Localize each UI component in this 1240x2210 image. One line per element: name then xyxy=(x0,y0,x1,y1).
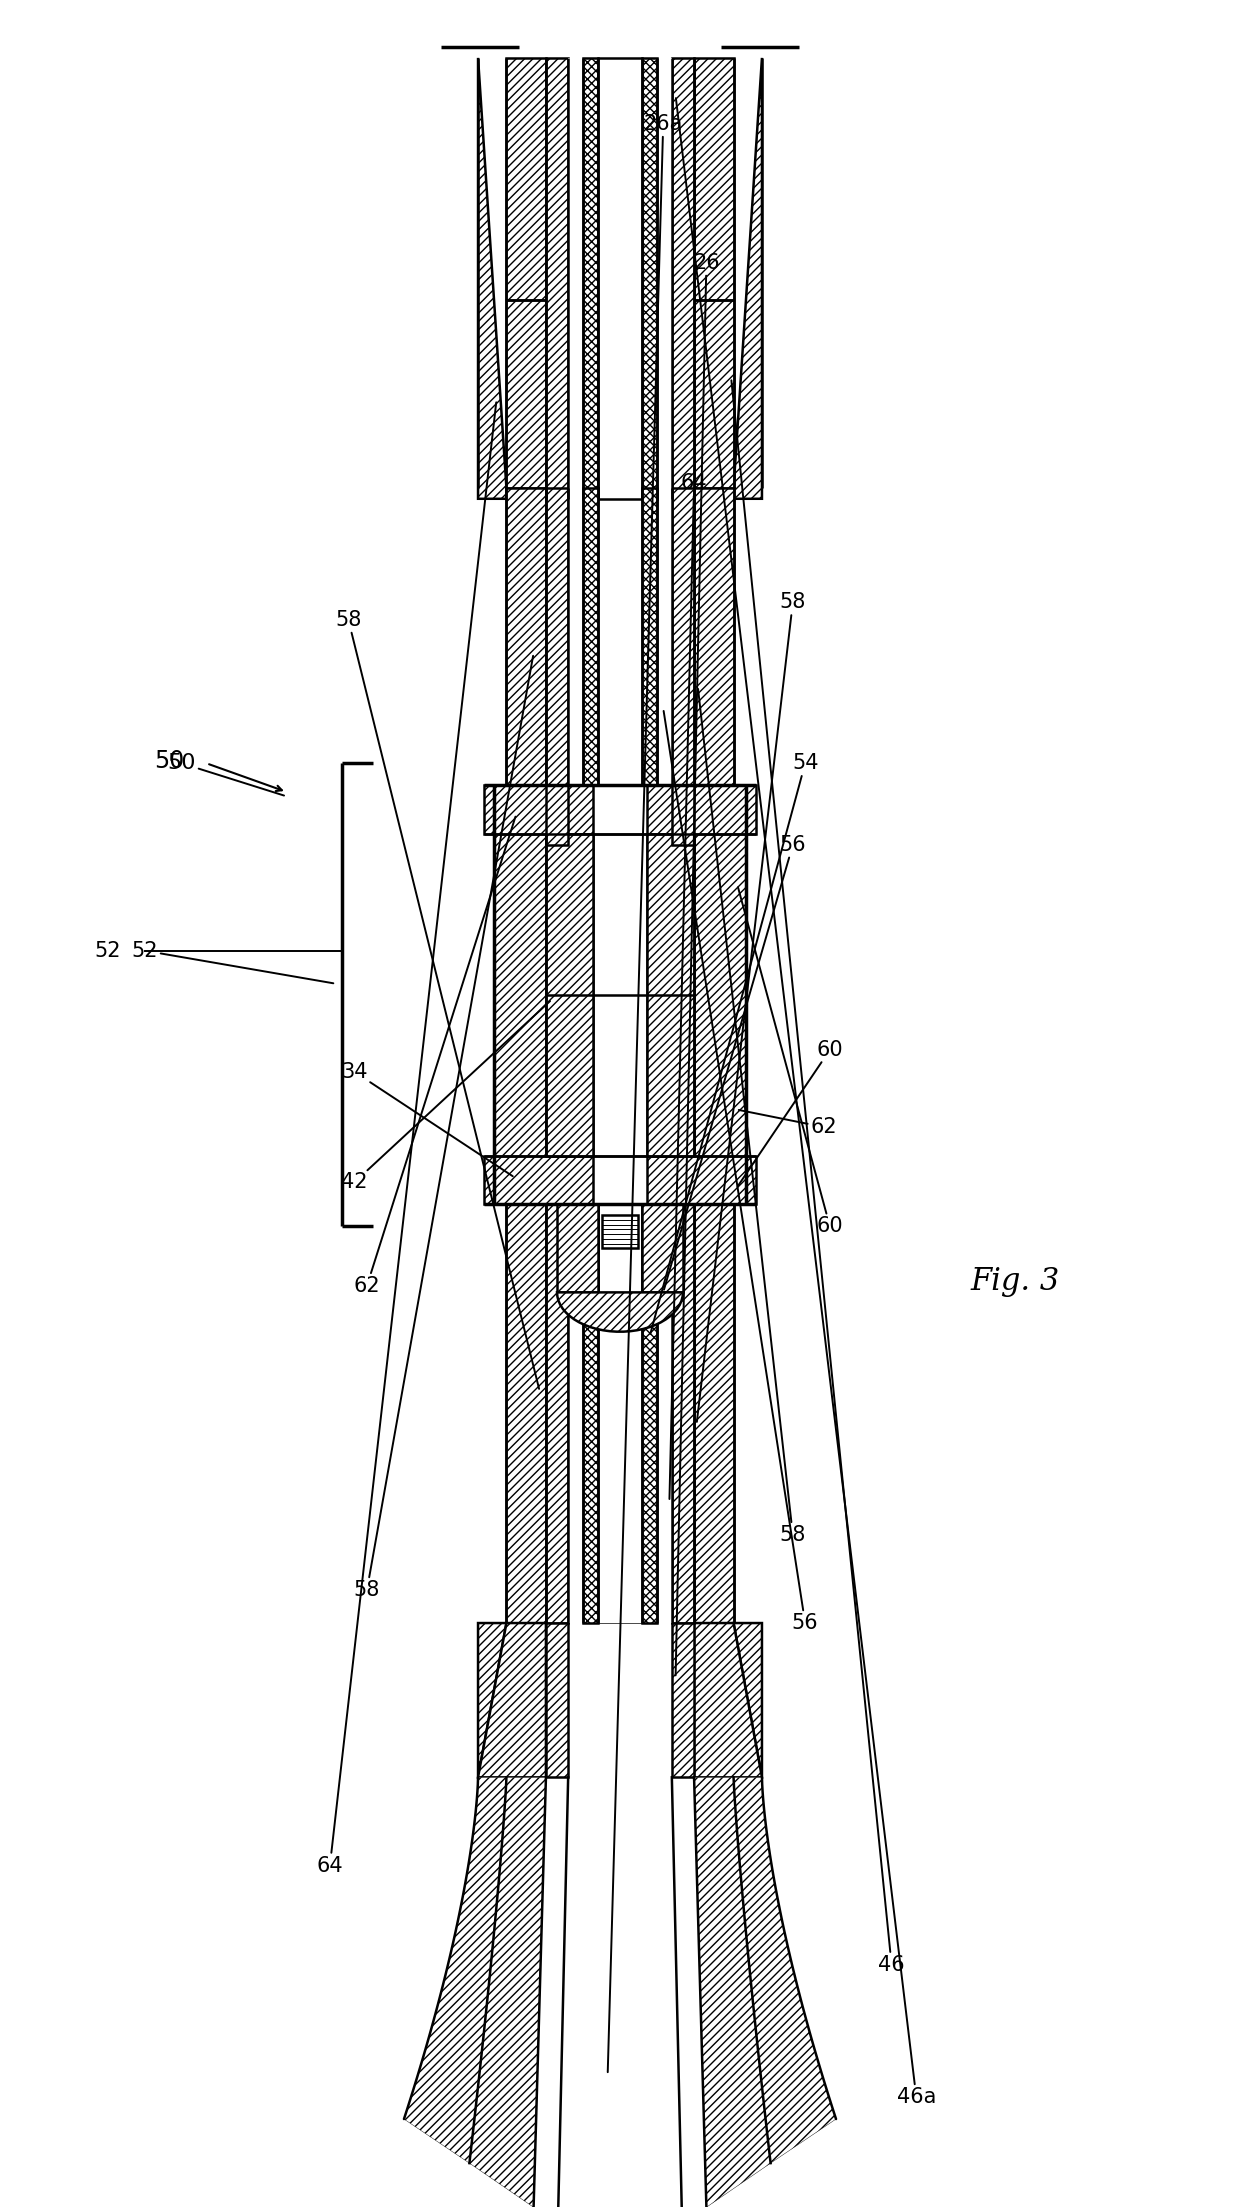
Polygon shape xyxy=(647,1156,756,1204)
Text: 52: 52 xyxy=(131,941,334,983)
Polygon shape xyxy=(583,1204,598,1622)
Text: 56: 56 xyxy=(663,835,806,1291)
Polygon shape xyxy=(672,57,694,499)
Polygon shape xyxy=(546,488,568,785)
Polygon shape xyxy=(506,1204,546,1622)
Text: 56: 56 xyxy=(663,712,818,1633)
Polygon shape xyxy=(494,785,546,1204)
Text: 52: 52 xyxy=(94,941,122,961)
Polygon shape xyxy=(694,785,746,1204)
Polygon shape xyxy=(484,1156,593,1204)
Polygon shape xyxy=(694,57,734,488)
Text: 58: 58 xyxy=(698,690,806,1545)
Polygon shape xyxy=(484,785,593,833)
Polygon shape xyxy=(598,1204,642,1622)
Text: 60: 60 xyxy=(738,1041,843,1187)
Polygon shape xyxy=(694,1622,761,1777)
Text: 26a: 26a xyxy=(608,115,683,2073)
Polygon shape xyxy=(642,1204,683,1293)
Polygon shape xyxy=(672,1204,694,1622)
Polygon shape xyxy=(734,1622,761,1777)
Polygon shape xyxy=(694,1204,734,1622)
Polygon shape xyxy=(470,1777,546,2208)
Text: 62: 62 xyxy=(739,1109,837,1136)
Polygon shape xyxy=(583,488,598,785)
Text: 58: 58 xyxy=(697,592,806,1421)
Polygon shape xyxy=(593,833,647,1156)
Polygon shape xyxy=(598,488,642,785)
Polygon shape xyxy=(647,833,694,1156)
Text: 62: 62 xyxy=(353,818,516,1295)
Polygon shape xyxy=(672,488,694,785)
Text: 60: 60 xyxy=(738,886,843,1235)
Polygon shape xyxy=(479,1622,546,1777)
Polygon shape xyxy=(672,1622,694,1777)
Polygon shape xyxy=(404,1777,506,2164)
Polygon shape xyxy=(672,785,694,844)
Text: 58: 58 xyxy=(335,610,539,1388)
Polygon shape xyxy=(583,57,598,499)
Polygon shape xyxy=(734,57,761,499)
Polygon shape xyxy=(557,1204,598,1293)
Polygon shape xyxy=(642,57,657,499)
Polygon shape xyxy=(568,488,672,785)
Text: Fig. 3: Fig. 3 xyxy=(971,1266,1060,1297)
Text: 50: 50 xyxy=(167,754,284,796)
Text: 64: 64 xyxy=(670,473,707,1498)
Polygon shape xyxy=(557,1293,683,1333)
Text: 58: 58 xyxy=(353,656,533,1600)
Polygon shape xyxy=(506,488,546,785)
Text: 42: 42 xyxy=(341,1001,551,1191)
Polygon shape xyxy=(694,488,734,785)
Text: 50: 50 xyxy=(154,749,185,774)
Polygon shape xyxy=(546,57,694,488)
Polygon shape xyxy=(546,785,568,844)
Polygon shape xyxy=(568,1204,672,1622)
Polygon shape xyxy=(647,785,756,833)
Polygon shape xyxy=(479,1622,506,1777)
Text: 46: 46 xyxy=(732,380,905,1976)
Polygon shape xyxy=(546,1204,568,1622)
Text: 26: 26 xyxy=(676,252,719,1675)
Text: 64: 64 xyxy=(316,402,496,1876)
Text: 46a: 46a xyxy=(676,97,936,2106)
Text: 54: 54 xyxy=(650,754,818,1335)
Polygon shape xyxy=(546,1622,568,1777)
Polygon shape xyxy=(734,1777,836,2164)
Text: 34: 34 xyxy=(341,1063,513,1176)
Polygon shape xyxy=(603,1216,637,1249)
Polygon shape xyxy=(694,1777,770,2208)
Polygon shape xyxy=(568,57,672,499)
Polygon shape xyxy=(506,57,546,488)
Polygon shape xyxy=(479,57,506,499)
Polygon shape xyxy=(642,488,657,785)
Polygon shape xyxy=(642,1204,657,1622)
Polygon shape xyxy=(598,57,642,499)
Polygon shape xyxy=(546,833,593,1156)
Polygon shape xyxy=(546,57,568,499)
